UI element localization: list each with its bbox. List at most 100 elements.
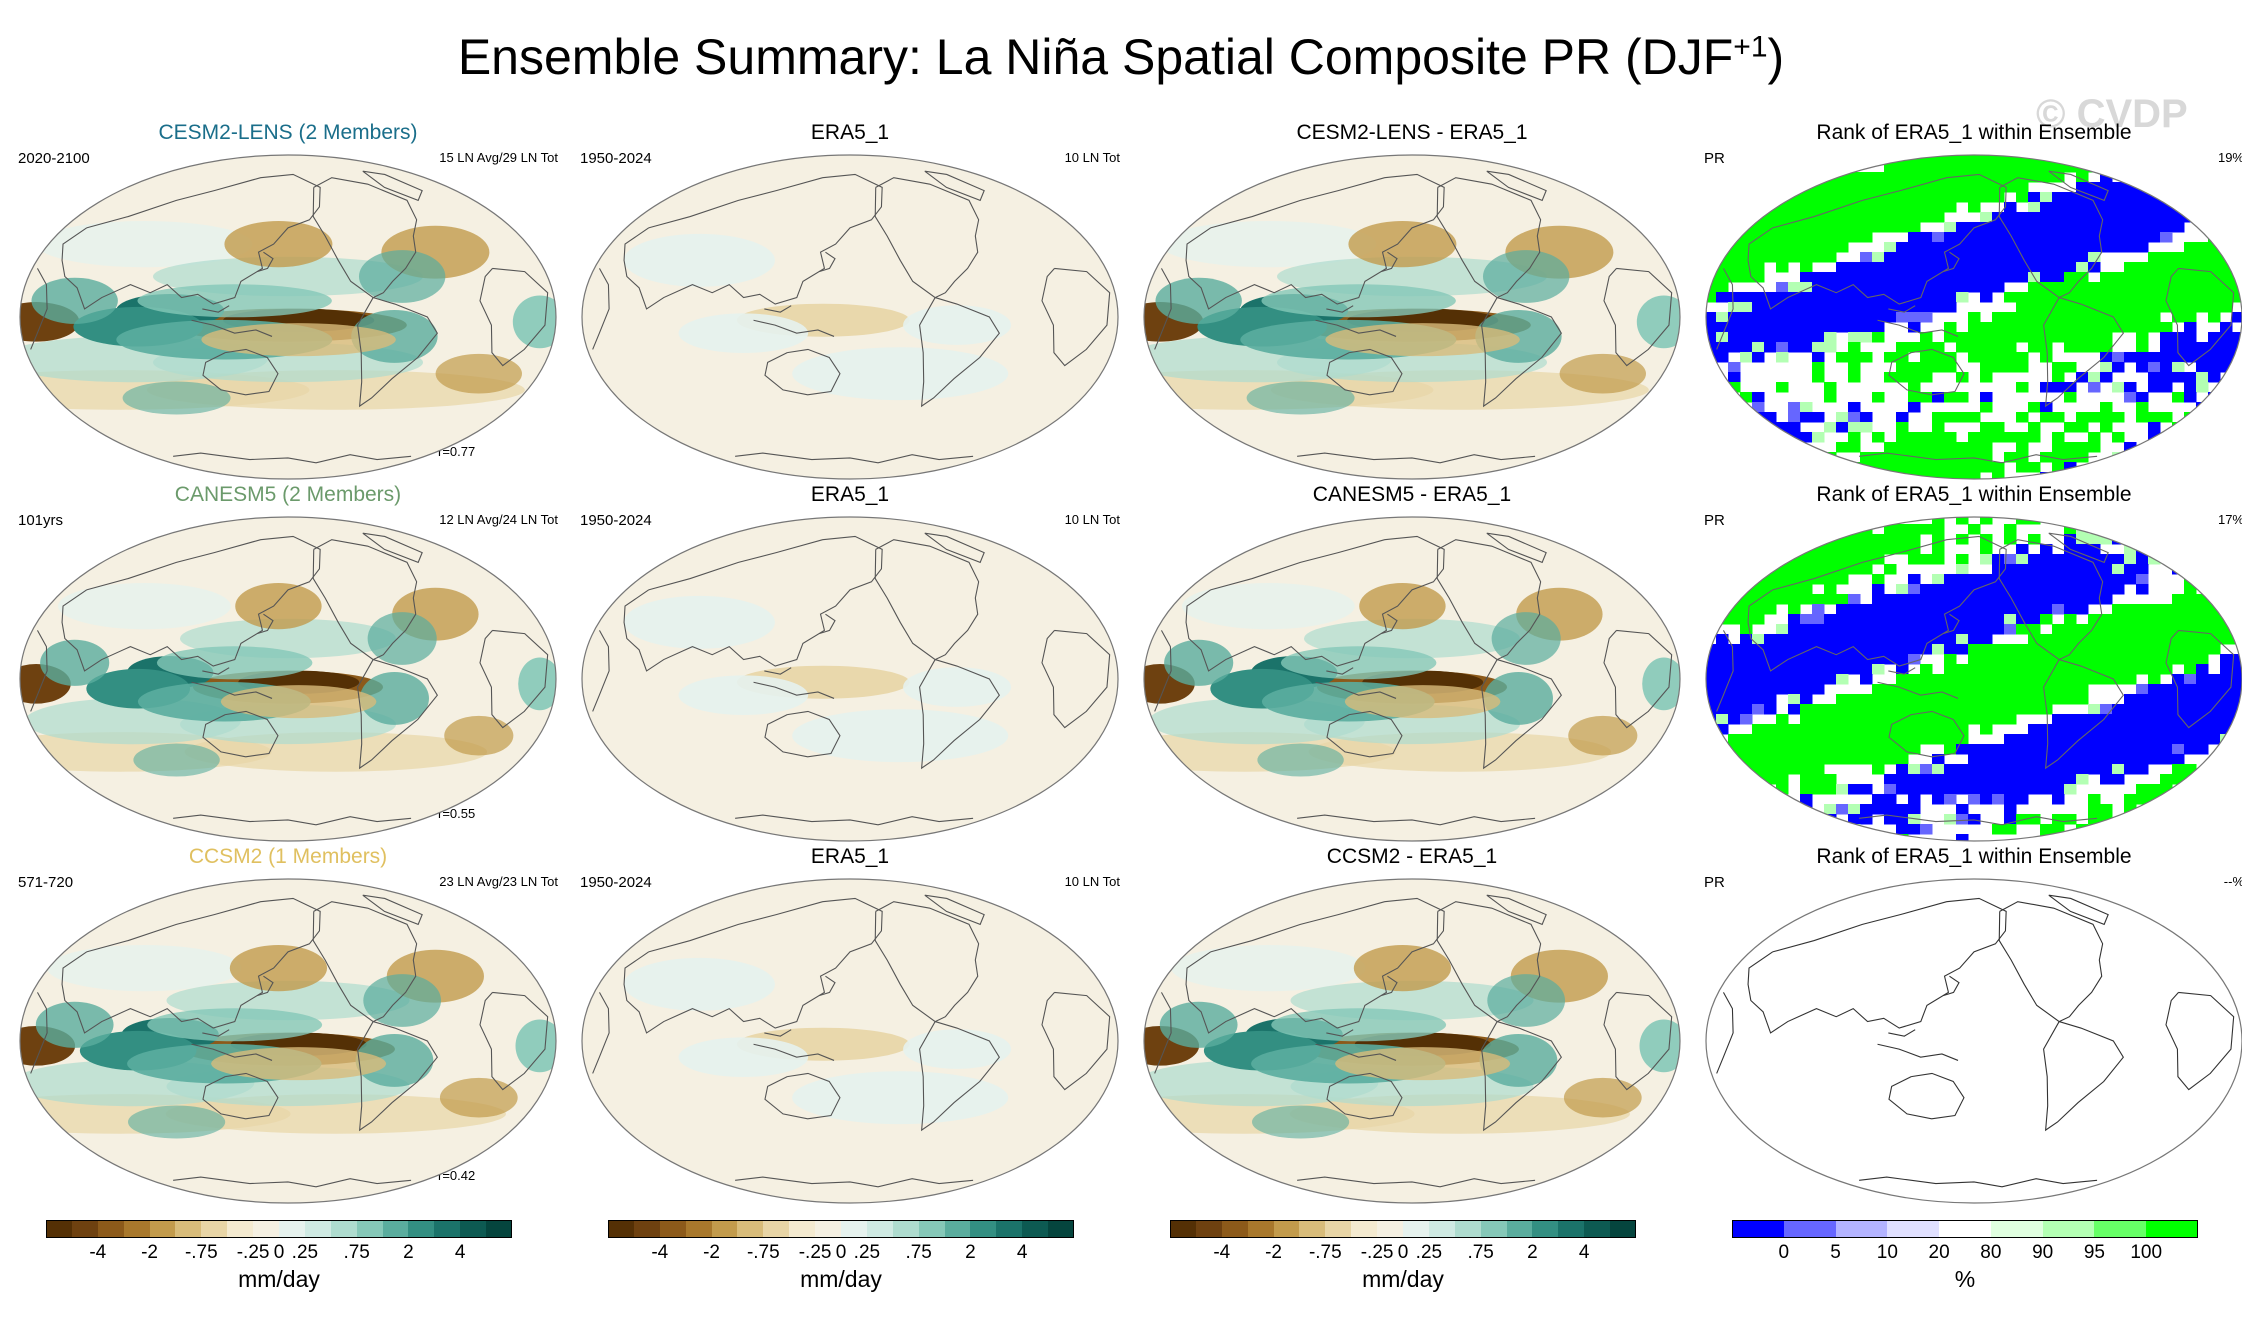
colorbar-tick-label: 80: [1980, 1242, 2002, 1263]
colorbar-swatch: [789, 1220, 816, 1238]
figure-title: Ensemble Summary: La Niña Spatial Compos…: [457, 29, 1785, 85]
colorbar-swatch: [737, 1220, 764, 1238]
colorbar-swatch: [1887, 1220, 1940, 1238]
colorbar-swatch: [815, 1220, 842, 1238]
panel-model-1: CESM2-LENS (2 Members) 2020-2100 15 LN Avg…: [18, 121, 558, 480]
pr-colorbar: -4 -2 -.75 -.25 0 .25 .75 2 4 mm/day: [1170, 1220, 1637, 1300]
colorbar-swatch: [1299, 1220, 1326, 1238]
colorbar-tick-label: -.25: [1360, 1242, 1394, 1263]
colorbar-tick-label: 0: [273, 1242, 285, 1263]
colorbar-swatch: [892, 1220, 920, 1238]
colorbar-unit-label: mm/day: [238, 1266, 320, 1292]
colorbar-swatch: [1783, 1220, 1837, 1238]
colorbar-tick-label: -4: [89, 1242, 107, 1263]
colorbar-swatch: [763, 1220, 790, 1238]
colorbar-swatch: [1584, 1220, 1611, 1238]
colorbar-tick-label: 2: [965, 1242, 976, 1263]
panel-diff-1: CESM2-LENS - ERA5_1: [1142, 121, 1682, 480]
colorbar-swatch: [1195, 1220, 1223, 1238]
colorbar-tick-label: 0: [1778, 1242, 1790, 1263]
colorbar-swatch: [356, 1220, 384, 1238]
model-years-label: 2020-2100: [18, 150, 90, 167]
colorbar-swatch: [2042, 1220, 2095, 1238]
model-title: CESM2-LENS (2 Members): [158, 121, 418, 144]
map-outline: [581, 878, 1119, 1204]
colorbar-swatch: [1247, 1220, 1275, 1238]
colorbar-tick-label: 100: [2130, 1242, 2163, 1263]
colorbar-tick-label: 0: [835, 1242, 847, 1263]
colorbar-swatch: [1048, 1220, 1075, 1238]
rank-percent-label: --%: [2223, 874, 2242, 889]
colorbar-swatch: [996, 1220, 1023, 1238]
colorbar-swatch: [46, 1220, 73, 1238]
colorbar-frame: [46, 1220, 512, 1238]
colorbar-unit-label: mm/day: [800, 1266, 882, 1292]
obs-years-label: 1950-2024: [580, 150, 652, 167]
colorbar-tick-label: .25: [853, 1242, 881, 1263]
model-count-label: 15 LN Avg/29 LN Tot: [439, 150, 558, 165]
colorbar-tick-label: 4: [1578, 1242, 1590, 1263]
colorbar-tick-label: -.25: [236, 1242, 270, 1263]
colorbar-unit-label: mm/day: [1362, 1266, 1444, 1292]
colorbar-swatch: [1022, 1220, 1049, 1238]
colorbar-swatch: [279, 1220, 306, 1238]
colorbar-swatch: [1170, 1220, 1197, 1238]
obs-title: ERA5_1: [810, 121, 890, 144]
colorbar-swatch: [486, 1220, 513, 1238]
colorbar-swatch: [175, 1220, 202, 1238]
model-map: [19, 154, 557, 480]
diff-map: [1143, 516, 1681, 842]
colorbar-tick-label: 2: [1527, 1242, 1538, 1263]
obs-map: [581, 154, 1119, 480]
colorbar-swatch: [1403, 1220, 1430, 1238]
panel-model-2: CANESM5 (2 Members) 101yrs 12 LN Avg/24 LN…: [18, 483, 558, 842]
obs-map: [581, 516, 1119, 842]
colorbar-swatch: [1532, 1220, 1559, 1238]
rank-variable-label: PR: [1704, 512, 1725, 529]
colorbar-tick-label: .75: [343, 1242, 370, 1263]
panel-obs-2: ERA5_1 1950-2024 10 LN Tot: [580, 483, 1120, 842]
colorbar-swatch: [711, 1220, 738, 1238]
colorbar-tick-label: -2: [1265, 1242, 1282, 1263]
colorbar-tick-label: -.25: [798, 1242, 832, 1263]
colorbar-swatch: [1990, 1220, 2044, 1238]
colorbar-tick-label: -.75: [746, 1242, 780, 1263]
colorbar-tick-label: -.75: [184, 1242, 218, 1263]
colorbar-tick-label: -2: [703, 1242, 720, 1263]
colorbar-swatch: [633, 1220, 661, 1238]
cvdp-watermark: © CVDP: [2036, 92, 2188, 136]
rank-title: Rank of ERA5_1 within Ensemble: [1816, 483, 2132, 506]
model-years-label: 101yrs: [18, 512, 64, 529]
colorbar-tick-label: .75: [1467, 1242, 1494, 1263]
colorbar-swatch: [1273, 1220, 1300, 1238]
diff-title: CANESM5 - ERA5_1: [1312, 483, 1512, 506]
map-outline: [1143, 878, 1681, 1204]
map-outline: [1705, 516, 2242, 842]
colorbar-swatch: [201, 1220, 228, 1238]
map-outline: [1705, 878, 2242, 1204]
panel-obs-1: ERA5_1 1950-2024 10 LN Tot: [580, 121, 1120, 480]
model-map: [19, 516, 557, 842]
model-years-label: 571-720: [18, 874, 74, 891]
colorbar-swatch: [1610, 1220, 1637, 1238]
colorbar-swatch: [71, 1220, 99, 1238]
colorbar-swatch: [1325, 1220, 1352, 1238]
diff-map: [1143, 878, 1681, 1204]
colorbar-tick-label: .75: [905, 1242, 932, 1263]
colorbar-swatch: [304, 1220, 332, 1238]
pr-colorbar: -4 -2 -.75 -.25 0 .25 .75 2 4 mm/day: [46, 1220, 513, 1300]
model-title: CANESM5 (2 Members): [174, 483, 402, 506]
model-map: [19, 878, 557, 1204]
panel-model-3: CCSM2 (1 Members) 571-720 23 LN Avg/23 LN …: [18, 845, 558, 1204]
colorbar-swatch: [1377, 1220, 1404, 1238]
colorbar-swatch: [1428, 1220, 1456, 1238]
colorbar-swatch: [1558, 1220, 1585, 1238]
colorbar-tick-label: 10: [1876, 1242, 1898, 1263]
rank-colorbar: 0 5 10 20 80 90 95 100%: [1732, 1220, 2199, 1300]
colorbar-tick-label: 2: [403, 1242, 414, 1263]
colorbar-swatch: [408, 1220, 435, 1238]
colorbar-swatch: [608, 1220, 635, 1238]
colorbar-tick-label: 4: [454, 1242, 466, 1263]
colorbar-swatch: [330, 1220, 358, 1238]
map-outline: [581, 516, 1119, 842]
